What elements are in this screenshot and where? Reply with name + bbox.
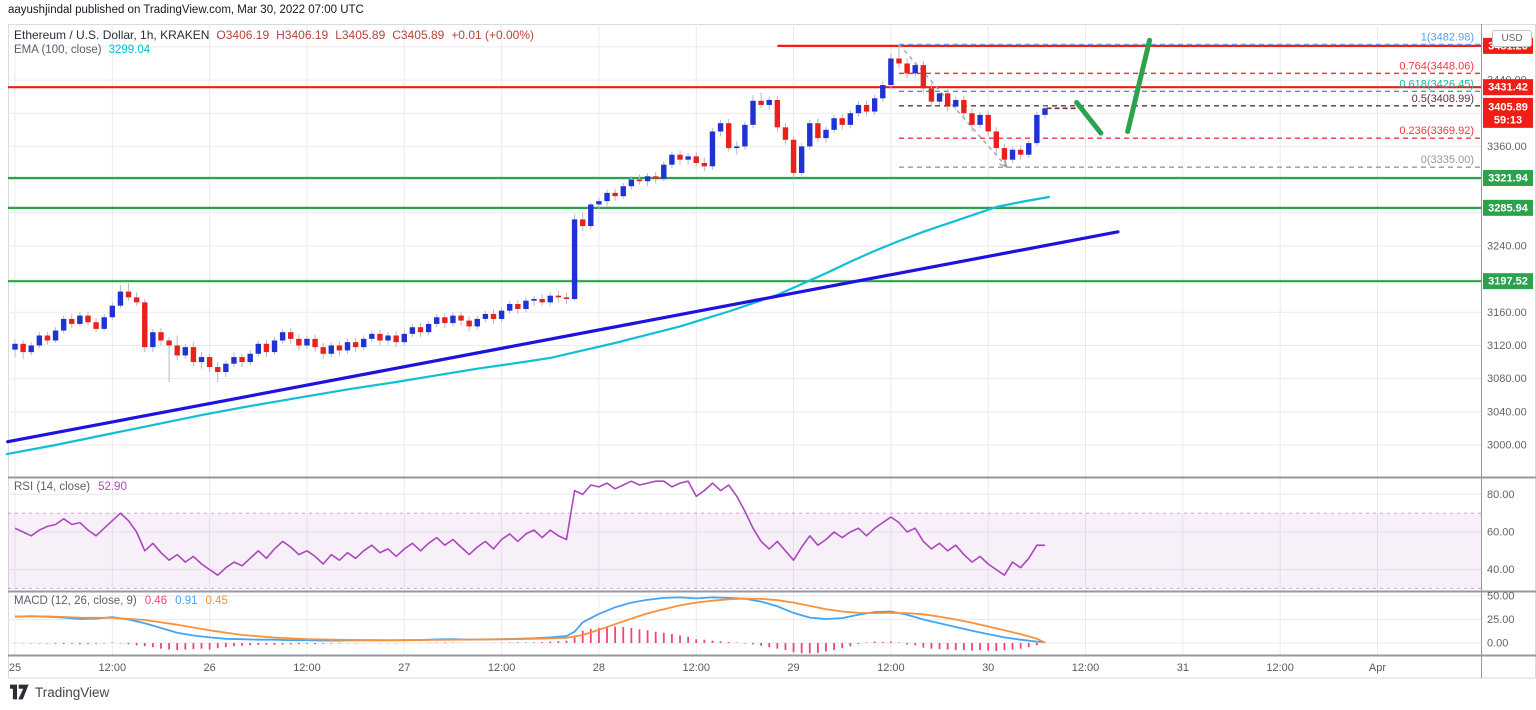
- time-axis[interactable]: 25 12:00 26 12:00 27 12:00 28 12:00 29 12:00 30 12:…: [9, 662, 1386, 674]
- svg-text:3000.00: 3000.00: [1487, 440, 1527, 452]
- svg-text:3321.94: 3321.94: [1488, 172, 1529, 184]
- macd-lines: [14, 596, 1046, 644]
- svg-text:0.5(3408.99): 0.5(3408.99): [1412, 93, 1474, 105]
- svg-text:27: 27: [398, 662, 410, 674]
- ohlc-open: O3406.19: [216, 28, 270, 42]
- svg-text:3040.00: 3040.00: [1487, 406, 1527, 418]
- svg-text:3360.00: 3360.00: [1487, 141, 1527, 153]
- svg-text:40.00: 40.00: [1487, 564, 1515, 576]
- svg-text:12:00: 12:00: [99, 662, 127, 674]
- svg-text:0.00: 0.00: [1487, 638, 1508, 650]
- tradingview-mark-icon: [10, 684, 29, 700]
- macd-signal-value: 0.45: [205, 595, 228, 607]
- svg-text:30: 30: [982, 662, 994, 674]
- publisher-bar: aayushjindal published on TradingView.co…: [8, 4, 364, 16]
- svg-text:29: 29: [787, 662, 799, 674]
- macd-hist-value: 0.46: [144, 595, 168, 607]
- svg-text:80.00: 80.00: [1487, 489, 1515, 501]
- svg-text:50.00: 50.00: [1487, 591, 1515, 603]
- price-change: +0.01 (+0.00%): [451, 28, 535, 42]
- ema-value: 3299.04: [108, 44, 151, 56]
- ema-legend[interactable]: EMA (100, close) 3299.04: [14, 44, 150, 56]
- macd-label: MACD (12, 26, close, 9): [14, 595, 137, 607]
- svg-text:12:00: 12:00: [293, 662, 321, 674]
- svg-text:60.00: 60.00: [1487, 527, 1515, 539]
- trend-line[interactable]: [6, 230, 1120, 444]
- ohlc-low: L3405.89: [335, 28, 386, 42]
- svg-text:3431.42: 3431.42: [1488, 82, 1528, 94]
- svg-text:3080.00: 3080.00: [1487, 373, 1527, 385]
- svg-text:28: 28: [593, 662, 605, 674]
- currency-usd-button[interactable]: USD: [1492, 30, 1532, 47]
- tradingview-logo[interactable]: TradingView: [10, 684, 109, 700]
- candlestick-series[interactable]: [12, 44, 1048, 382]
- svg-text:25: 25: [9, 662, 21, 674]
- support-resistance-lines[interactable]: [8, 44, 1481, 283]
- panel-separators: [8, 24, 1536, 678]
- svg-text:0.764(3448.06): 0.764(3448.06): [1399, 60, 1474, 72]
- rsi-value: 52.90: [98, 481, 127, 493]
- svg-text:31: 31: [1177, 662, 1189, 674]
- fibonacci-retracement[interactable]: 1(3482.98) 0.764(3448.06) 0.618(3426.45) 0.…: [898, 31, 1481, 168]
- svg-text:59:13: 59:13: [1494, 114, 1522, 126]
- rsi-label: RSI (14, close): [14, 481, 91, 493]
- annotation-arrows[interactable]: [1074, 37, 1153, 136]
- macd-histogram: [14, 626, 1046, 654]
- svg-text:12:00: 12:00: [877, 662, 905, 674]
- symbol-legend[interactable]: Ethereum / U.S. Dollar, 1h, KRAKEN O3406.…: [14, 28, 534, 42]
- symbol-title[interactable]: Ethereum / U.S. Dollar, 1h, KRAKEN: [14, 28, 210, 42]
- tradingview-wordmark: TradingView: [35, 684, 110, 700]
- macd-line-value: 0.91: [175, 595, 198, 607]
- svg-text:0(3335.00): 0(3335.00): [1421, 154, 1474, 166]
- svg-text:0.618(3426.45): 0.618(3426.45): [1399, 78, 1474, 90]
- macd-legend[interactable]: MACD (12, 26, close, 9) 0.46 0.91 0.45: [14, 595, 228, 607]
- price-badges: 3481.203431.423405.8959:133321.943285.94…: [1483, 37, 1533, 290]
- svg-text:3120.00: 3120.00: [1487, 340, 1527, 352]
- svg-text:12:00: 12:00: [1266, 662, 1294, 674]
- ema-line: [5, 195, 1051, 456]
- ohlc-close: C3405.89: [392, 28, 445, 42]
- svg-text:3285.94: 3285.94: [1488, 202, 1529, 214]
- ema-label: EMA (100, close): [14, 44, 102, 56]
- svg-text:12:00: 12:00: [488, 662, 516, 674]
- svg-text:0.236(3369.92): 0.236(3369.92): [1399, 125, 1474, 137]
- svg-text:Apr: Apr: [1369, 662, 1386, 674]
- svg-text:25.00: 25.00: [1487, 614, 1515, 626]
- svg-text:3160.00: 3160.00: [1487, 307, 1527, 319]
- rsi-band: [8, 512, 1481, 589]
- svg-text:1(3482.98): 1(3482.98): [1421, 31, 1474, 43]
- svg-text:3405.89: 3405.89: [1488, 101, 1528, 113]
- svg-text:3240.00: 3240.00: [1487, 240, 1527, 252]
- svg-text:12:00: 12:00: [1072, 662, 1100, 674]
- rsi-legend[interactable]: RSI (14, close) 52.90: [14, 481, 127, 493]
- ohlc-high: H3406.19: [276, 28, 329, 42]
- svg-text:12:00: 12:00: [682, 662, 710, 674]
- rsi-line: [14, 480, 1046, 577]
- svg-text:26: 26: [204, 662, 216, 674]
- svg-text:3197.52: 3197.52: [1488, 276, 1528, 288]
